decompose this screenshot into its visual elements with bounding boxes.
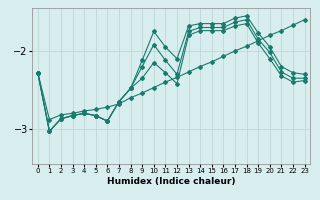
X-axis label: Humidex (Indice chaleur): Humidex (Indice chaleur)	[107, 177, 236, 186]
